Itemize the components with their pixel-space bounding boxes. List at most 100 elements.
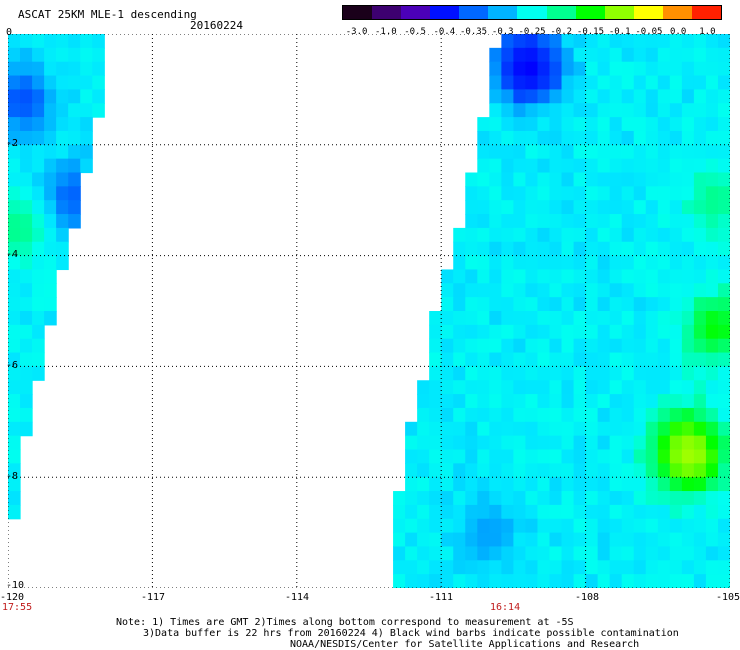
data-cell bbox=[609, 366, 623, 381]
data-cell bbox=[20, 380, 33, 395]
data-cell bbox=[429, 560, 442, 575]
data-cell bbox=[501, 186, 514, 201]
data-cell bbox=[585, 311, 599, 326]
data-cell bbox=[8, 214, 21, 229]
data-cell bbox=[681, 311, 695, 326]
data-cell bbox=[621, 407, 635, 423]
data-cell bbox=[573, 158, 587, 174]
data-cell bbox=[513, 491, 527, 506]
data-cell bbox=[513, 269, 527, 284]
data-cell bbox=[561, 75, 575, 90]
colorbar-label: 0.0 bbox=[670, 27, 687, 37]
data-cell bbox=[645, 574, 659, 588]
data-cell bbox=[573, 172, 587, 187]
data-cell bbox=[609, 463, 623, 478]
data-cell bbox=[513, 158, 527, 174]
data-cell bbox=[32, 255, 45, 271]
data-cell bbox=[585, 380, 599, 395]
data-cell bbox=[32, 158, 45, 174]
data-cell bbox=[573, 47, 587, 63]
data-cell bbox=[56, 200, 69, 215]
data-cell bbox=[681, 574, 695, 588]
data-cell bbox=[44, 297, 57, 312]
data-cell bbox=[525, 546, 539, 561]
data-cell bbox=[8, 366, 21, 381]
data-cell bbox=[633, 130, 647, 146]
data-cell bbox=[465, 186, 478, 201]
data-cell bbox=[8, 117, 21, 132]
data-cell bbox=[657, 477, 671, 492]
data-cell bbox=[20, 311, 33, 326]
data-cell bbox=[633, 227, 647, 243]
data-cell bbox=[621, 504, 635, 520]
data-cell bbox=[453, 297, 466, 312]
swath-1755 bbox=[8, 34, 105, 520]
data-cell bbox=[537, 311, 551, 326]
data-cell bbox=[465, 546, 478, 561]
data-cell bbox=[705, 227, 719, 243]
data-cell bbox=[525, 449, 539, 464]
data-cell bbox=[465, 324, 478, 340]
data-cell bbox=[489, 449, 502, 464]
data-cell bbox=[645, 491, 659, 506]
data-cell bbox=[669, 311, 683, 326]
data-cell bbox=[645, 227, 659, 243]
data-cell bbox=[56, 227, 69, 243]
data-cell bbox=[633, 214, 647, 229]
data-cell bbox=[525, 407, 539, 423]
data-cell bbox=[393, 518, 406, 534]
data-cell bbox=[477, 144, 490, 160]
data-cell bbox=[405, 435, 418, 451]
data-cell bbox=[453, 463, 466, 478]
data-cell bbox=[669, 421, 683, 437]
data-cell bbox=[537, 491, 551, 506]
data-cell bbox=[657, 407, 671, 423]
map-plot bbox=[8, 34, 730, 588]
data-cell bbox=[573, 366, 587, 381]
data-cell bbox=[657, 47, 671, 63]
data-cell bbox=[429, 366, 442, 381]
data-cell bbox=[669, 366, 683, 381]
data-cell bbox=[621, 421, 635, 437]
data-cell bbox=[441, 491, 454, 506]
data-cell bbox=[585, 89, 599, 104]
data-cell bbox=[441, 421, 454, 437]
data-cell bbox=[693, 47, 707, 63]
data-cell bbox=[585, 463, 599, 478]
data-cell bbox=[609, 324, 623, 340]
data-cell bbox=[80, 103, 93, 118]
data-cell bbox=[20, 227, 33, 243]
data-cell bbox=[489, 560, 502, 575]
data-cell bbox=[681, 324, 695, 340]
data-cell bbox=[525, 394, 539, 409]
data-cell bbox=[441, 532, 454, 548]
y-tick-label: -8 bbox=[6, 471, 19, 482]
data-cell bbox=[609, 283, 623, 298]
data-cell bbox=[549, 407, 563, 423]
data-cell bbox=[717, 463, 730, 478]
data-cell bbox=[561, 61, 575, 77]
data-cell bbox=[513, 421, 527, 437]
data-cell bbox=[621, 214, 635, 229]
data-cell bbox=[573, 338, 587, 354]
data-cell bbox=[621, 103, 635, 118]
data-cell bbox=[513, 61, 527, 77]
data-cell bbox=[441, 449, 454, 464]
data-cell bbox=[513, 103, 527, 118]
data-cell bbox=[513, 463, 527, 478]
x-tick-label: -111 bbox=[428, 592, 454, 603]
data-cell bbox=[549, 144, 563, 160]
data-cell bbox=[429, 311, 442, 326]
data-cell bbox=[561, 269, 575, 284]
data-cell bbox=[585, 200, 599, 215]
data-cell bbox=[621, 89, 635, 104]
data-cell bbox=[549, 47, 563, 63]
data-cell bbox=[68, 130, 81, 146]
data-cell bbox=[513, 324, 527, 340]
data-cell bbox=[525, 491, 539, 506]
data-cell bbox=[585, 117, 599, 132]
data-cell bbox=[20, 297, 33, 312]
data-cell bbox=[561, 532, 575, 548]
data-cell bbox=[417, 560, 430, 575]
